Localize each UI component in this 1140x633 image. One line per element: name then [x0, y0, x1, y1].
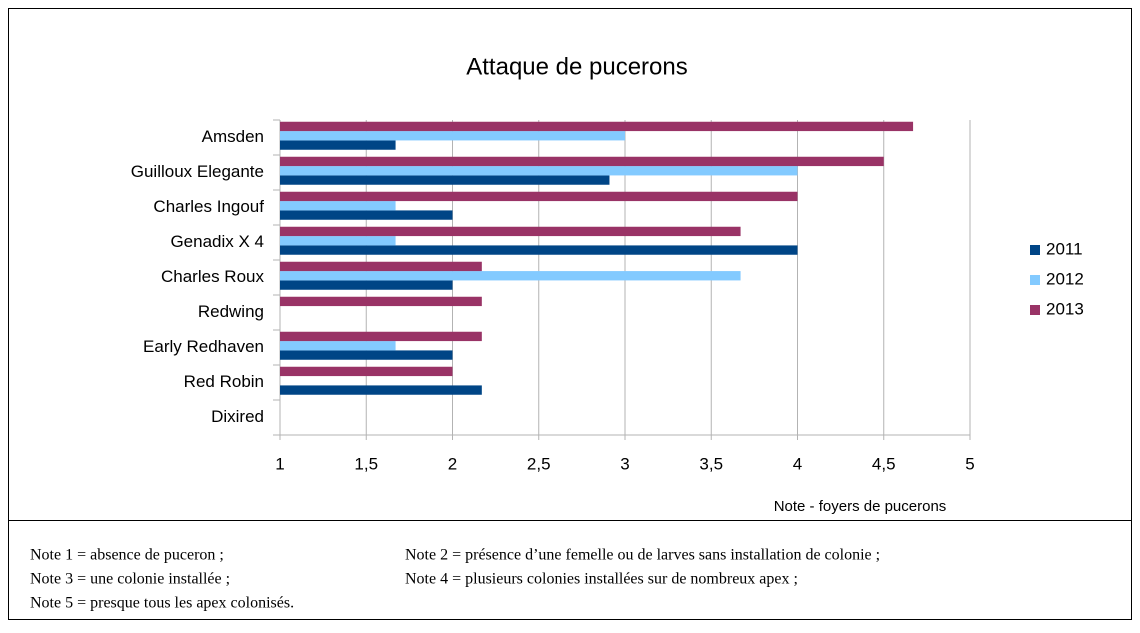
x-tick-label: 2 [448, 454, 457, 473]
legend-swatch [1030, 305, 1040, 315]
bar [280, 226, 741, 237]
bar [280, 271, 741, 281]
legend-label: 2012 [1046, 269, 1084, 288]
bar [280, 366, 453, 377]
x-tick-label: 1 [275, 454, 284, 473]
bar [280, 331, 482, 342]
frame [8, 8, 1132, 620]
x-tick-label: 4,5 [872, 454, 896, 473]
x-tick-label: 4 [793, 454, 802, 473]
legend-swatch [1030, 245, 1040, 255]
bar [280, 156, 884, 167]
note: Note 3 = une colonie installée ; [30, 571, 230, 588]
x-tick-label: 3,5 [699, 454, 723, 473]
bar [280, 175, 610, 185]
bar [280, 166, 798, 176]
note: Note 2 = présence d’une femelle ou de la… [405, 547, 880, 564]
y-tick-label: Charles Ingouf [153, 197, 264, 216]
note: Note 1 = absence de puceron ; [30, 547, 224, 564]
bar [280, 296, 482, 307]
y-tick-label: Dixired [211, 407, 264, 426]
y-tick-label: Red Robin [184, 372, 264, 391]
legend-swatch [1030, 275, 1040, 285]
legend-label: 2011 [1046, 239, 1083, 258]
bar [280, 131, 625, 141]
bar [280, 350, 453, 360]
bar [280, 201, 396, 211]
y-tick-label: Redwing [198, 302, 264, 321]
legend-label: 2013 [1046, 299, 1084, 318]
bar [280, 261, 482, 272]
bar [280, 191, 798, 202]
y-tick-label: Genadix X 4 [170, 232, 264, 251]
y-tick-label: Guilloux Elegante [131, 162, 264, 181]
note: Note 5 = presque tous les apex colonisés… [30, 595, 294, 612]
bar [280, 121, 914, 132]
y-tick-label: Charles Roux [161, 267, 264, 286]
bar [280, 140, 396, 150]
note: Note 4 = plusieurs colonies installées s… [405, 571, 798, 588]
x-tick-label: 2,5 [527, 454, 551, 473]
y-tick-label: Early Redhaven [143, 337, 264, 356]
bar [280, 280, 453, 290]
y-tick-label: Amsden [202, 127, 264, 146]
chart-title: Attaque de pucerons [466, 53, 688, 80]
x-axis-title: Note - foyers de pucerons [774, 498, 947, 515]
bar [280, 385, 482, 395]
bar [280, 341, 396, 351]
bar [280, 210, 453, 220]
bar [280, 245, 798, 255]
bar [280, 236, 396, 246]
x-tick-label: 1,5 [354, 454, 378, 473]
x-tick-label: 3 [620, 454, 629, 473]
x-tick-label: 5 [965, 454, 974, 473]
